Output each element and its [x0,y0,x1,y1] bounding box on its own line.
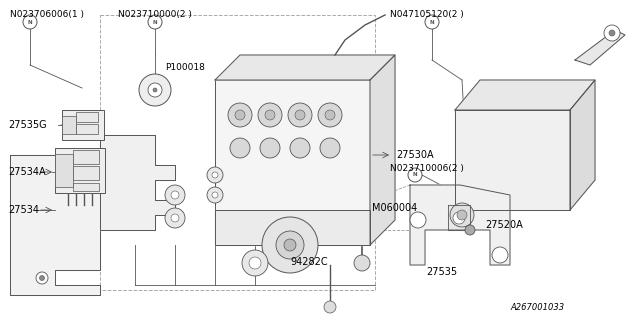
Polygon shape [448,205,470,230]
Circle shape [212,172,218,178]
Circle shape [425,15,439,29]
Polygon shape [215,210,370,245]
Circle shape [207,167,223,183]
Circle shape [148,15,162,29]
Circle shape [450,203,474,227]
Polygon shape [455,80,595,110]
Circle shape [408,168,422,182]
Circle shape [265,110,275,120]
Bar [73,150,99,164]
Circle shape [235,110,245,120]
Text: 27535G: 27535G [8,120,47,130]
Circle shape [230,138,250,158]
Bar [100,15,375,290]
Circle shape [228,103,252,127]
Circle shape [276,231,304,259]
Text: 94282C: 94282C [290,257,328,267]
Circle shape [260,138,280,158]
Polygon shape [10,155,100,295]
Circle shape [609,30,615,36]
Polygon shape [215,55,395,80]
Text: N: N [28,20,32,25]
Circle shape [258,103,282,127]
Text: N: N [429,20,435,25]
Bar [62,116,76,134]
Text: P100018: P100018 [165,63,205,73]
Bar [55,148,105,193]
Circle shape [288,103,312,127]
Circle shape [325,110,335,120]
Bar [73,166,99,180]
Text: M060004: M060004 [372,203,417,213]
Bar [55,154,73,187]
Text: N023710000(2 ): N023710000(2 ) [118,10,192,19]
Circle shape [290,138,310,158]
Text: 27530A: 27530A [396,150,434,160]
Bar [76,124,98,134]
Circle shape [212,192,218,198]
Circle shape [242,250,268,276]
Polygon shape [100,135,175,230]
Circle shape [320,138,340,158]
Circle shape [492,247,508,263]
Circle shape [171,191,179,199]
Circle shape [23,15,37,29]
Circle shape [465,225,475,235]
Text: N023706006(1 ): N023706006(1 ) [10,10,84,19]
Text: N: N [153,20,157,25]
Circle shape [318,103,342,127]
Polygon shape [410,185,510,265]
Text: N: N [413,172,417,178]
Text: N023710006(2 ): N023710006(2 ) [390,164,464,172]
Circle shape [249,257,261,269]
Bar [215,80,370,245]
Text: 27534: 27534 [8,205,39,215]
Circle shape [354,255,370,271]
Bar [76,112,98,122]
Polygon shape [570,80,595,210]
Circle shape [295,110,305,120]
Circle shape [139,74,171,106]
Circle shape [457,210,467,220]
Text: 27535: 27535 [426,267,457,277]
Circle shape [284,239,296,251]
Text: 27520A: 27520A [485,220,523,230]
Circle shape [165,208,185,228]
Circle shape [410,212,426,228]
Circle shape [165,185,185,205]
Circle shape [453,212,465,224]
Circle shape [148,83,162,97]
Circle shape [36,272,48,284]
Polygon shape [370,55,395,245]
Text: N047105120(2 ): N047105120(2 ) [390,10,464,19]
Bar [62,110,104,140]
Circle shape [262,217,318,273]
Circle shape [207,187,223,203]
Text: 27534A: 27534A [8,167,45,177]
Circle shape [604,25,620,41]
Text: A267001033: A267001033 [510,303,564,313]
Circle shape [153,88,157,92]
Bar [73,183,99,191]
Polygon shape [455,110,570,210]
Polygon shape [575,30,625,65]
Circle shape [40,276,45,281]
Circle shape [171,214,179,222]
Circle shape [324,301,336,313]
